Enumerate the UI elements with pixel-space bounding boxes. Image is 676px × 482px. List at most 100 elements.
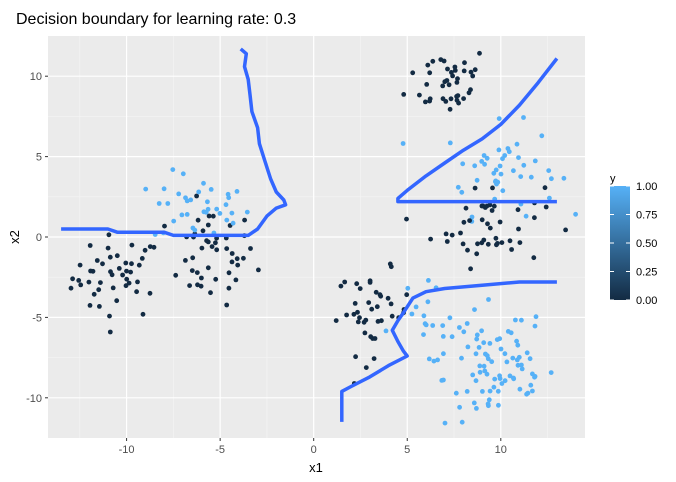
data-point [355, 309, 360, 315]
data-point [199, 275, 204, 281]
data-point [474, 336, 480, 342]
data-point [404, 292, 410, 298]
data-point [108, 269, 113, 275]
data-point [457, 404, 462, 410]
x-tick-label: -5 [215, 444, 225, 456]
data-point [455, 184, 461, 190]
data-point [495, 179, 501, 185]
data-point [342, 279, 348, 285]
data-point [206, 213, 212, 219]
data-point [474, 251, 480, 257]
data-point [487, 388, 493, 394]
data-point [147, 290, 153, 296]
data-point [91, 291, 97, 297]
data-point [351, 311, 357, 317]
data-point [523, 213, 529, 219]
data-point [452, 64, 458, 70]
data-point [353, 354, 358, 360]
data-point [518, 174, 524, 180]
data-point [493, 167, 499, 173]
data-point [496, 116, 502, 121]
y-tick-label: 10 [30, 71, 42, 83]
data-point [458, 230, 463, 236]
data-point [179, 212, 185, 218]
data-point [456, 100, 461, 106]
data-point [463, 205, 469, 211]
data-point [201, 209, 207, 215]
data-point [499, 381, 505, 386]
data-point [401, 92, 407, 97]
data-point [477, 50, 482, 56]
data-point [464, 389, 470, 394]
data-point [479, 217, 485, 223]
data-point [139, 256, 145, 261]
data-point [449, 232, 455, 238]
data-point [443, 231, 449, 237]
data-point [368, 334, 374, 340]
data-point [486, 403, 491, 409]
data-point [107, 313, 112, 319]
y-axis-ticks: -10 -5 0 5 10 [26, 71, 48, 405]
data-point [548, 370, 554, 375]
data-point [465, 247, 470, 253]
data-point [500, 188, 506, 194]
data-point [517, 240, 523, 246]
data-point [521, 162, 527, 168]
data-point [242, 217, 248, 223]
data-point [521, 115, 526, 120]
data-point [405, 285, 411, 291]
data-point [549, 176, 554, 182]
data-point [442, 79, 448, 85]
legend-tick-label: 1.00 [636, 181, 657, 193]
data-point [547, 195, 552, 201]
data-point [473, 351, 479, 357]
data-point [205, 265, 211, 271]
data-point [97, 304, 102, 309]
data-point [532, 323, 538, 329]
data-point [106, 232, 112, 238]
data-point [147, 244, 153, 250]
data-point [449, 334, 455, 340]
legend-colorbar [610, 186, 630, 300]
data-point [485, 221, 490, 227]
data-point [491, 203, 497, 209]
data-points [68, 50, 578, 426]
data-point [499, 240, 505, 246]
data-point [128, 269, 134, 275]
data-point [459, 419, 465, 425]
data-point [481, 363, 487, 369]
data-point [539, 133, 545, 139]
data-point [107, 329, 113, 335]
data-point [510, 355, 516, 361]
data-point [338, 283, 344, 289]
legend-tick-label: 0.50 [636, 238, 657, 250]
data-point [477, 369, 483, 375]
data-point [161, 186, 167, 192]
data-point [498, 171, 504, 177]
data-point [87, 243, 93, 248]
data-point [473, 378, 479, 384]
data-point [226, 270, 232, 276]
data-point [428, 236, 433, 242]
data-point [493, 235, 499, 241]
data-point [367, 280, 373, 285]
data-point [205, 199, 210, 205]
data-point [472, 307, 477, 312]
data-point [189, 268, 195, 273]
data-point [217, 211, 223, 216]
data-point [126, 280, 132, 286]
data-point [124, 276, 130, 282]
data-point [481, 153, 487, 158]
data-point [563, 227, 568, 233]
data-point [519, 366, 525, 372]
x-tick-label: 0 [311, 444, 317, 456]
data-point [100, 261, 105, 267]
data-point [487, 202, 493, 208]
data-point [440, 83, 446, 89]
data-point [248, 246, 253, 251]
data-point [517, 386, 523, 392]
data-point [355, 319, 361, 325]
data-point [371, 356, 377, 361]
data-point [442, 420, 448, 426]
data-point [114, 253, 120, 259]
